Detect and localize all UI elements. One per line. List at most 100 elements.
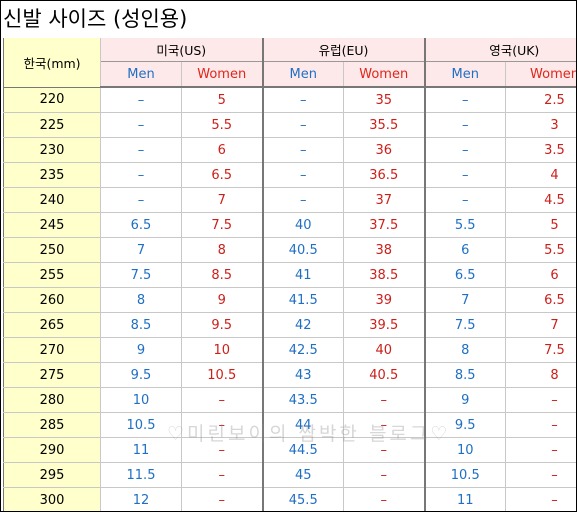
uk-women-header: Women: [505, 61, 576, 88]
cell-uk-men: –: [424, 137, 506, 163]
cell-korea: 270: [3, 337, 101, 363]
cell-uk-men: 7.5: [424, 312, 506, 338]
cell-us-women: 9.5: [181, 312, 264, 338]
cell-us-men: –: [100, 112, 182, 138]
cell-eu-men: 42: [262, 312, 344, 338]
cell-eu-men: 45.5: [262, 487, 344, 511]
size-table: 한국(mm) 미국(US) 유럽(EU) 영국(UK) Men Women Me…: [3, 38, 576, 511]
cell-eu-women: 39: [343, 287, 426, 313]
cell-us-men: 11.5: [100, 462, 182, 488]
cell-korea: 235: [3, 162, 101, 188]
cell-eu-men: –: [262, 137, 344, 163]
cell-korea: 280: [3, 387, 101, 413]
cell-eu-men: 40.5: [262, 237, 344, 263]
us-men-header: Men: [100, 61, 182, 88]
cell-korea: 250: [3, 237, 101, 263]
page-title: 신발 사이즈 (성인용): [3, 7, 188, 31]
cell-us-women: 9: [181, 287, 264, 313]
group-header-uk: 영국(UK): [424, 38, 576, 62]
cell-us-men: –: [100, 137, 182, 163]
cell-korea: 245: [3, 212, 101, 238]
cell-korea: 265: [3, 312, 101, 338]
cell-korea: 295: [3, 462, 101, 488]
cell-eu-women: –: [343, 462, 426, 488]
cell-uk-men: –: [424, 87, 506, 113]
eu-women-header: Women: [343, 61, 426, 88]
cell-uk-men: –: [424, 112, 506, 138]
group-header-eu: 유럽(EU): [262, 38, 426, 62]
cell-korea: 290: [3, 437, 101, 463]
table-row: 225–5.5–35.5–3: [3, 112, 576, 138]
cell-eu-men: 45: [262, 462, 344, 488]
cell-eu-women: 37: [343, 187, 426, 213]
table-row: 250 7 8 40.5 38 6 5.5: [3, 237, 576, 263]
cell-korea: 225: [3, 112, 101, 138]
cell-us-women: 6.5: [181, 162, 264, 188]
cell-uk-women: 4.5: [505, 187, 576, 213]
cell-us-men: –: [100, 187, 182, 213]
table-row: 230–6–36–3.5: [3, 137, 576, 163]
cell-uk-women: –: [505, 487, 576, 511]
cell-uk-men: 9.5: [424, 412, 506, 438]
cell-us-men: 6.5: [100, 212, 182, 238]
cell-us-women: –: [181, 437, 264, 463]
cell-eu-women: 40.5: [343, 362, 426, 388]
cell-korea: 260: [3, 287, 101, 313]
table-row: 255 7.5 8.5 41 38.5 6.5 6: [3, 262, 576, 288]
cell-us-women: 7.5: [181, 212, 264, 238]
cell-korea: 240: [3, 187, 101, 213]
cell-eu-men: 42.5: [262, 337, 344, 363]
size-table-body: 220–5–35–2.5 225–5.5–35.5–3 230–6–36–3.5 23…: [3, 87, 576, 511]
cell-us-men: 7.5: [100, 262, 182, 288]
cell-eu-men: 41.5: [262, 287, 344, 313]
cell-us-women: 10.5: [181, 362, 264, 388]
cell-us-men: –: [100, 162, 182, 188]
cell-korea: 275: [3, 362, 101, 388]
cell-uk-men: 7: [424, 287, 506, 313]
cell-us-women: 6: [181, 137, 264, 163]
cell-eu-men: –: [262, 87, 344, 113]
cell-uk-women: –: [505, 437, 576, 463]
cell-eu-men: 41: [262, 262, 344, 288]
cell-us-men: 10: [100, 387, 182, 413]
cell-us-women: –: [181, 462, 264, 488]
uk-men-header: Men: [424, 61, 506, 88]
cell-uk-men: –: [424, 162, 506, 188]
cell-eu-women: 36: [343, 137, 426, 163]
cell-us-women: –: [181, 412, 264, 438]
cell-uk-women: 5.5: [505, 237, 576, 263]
cell-eu-women: 38: [343, 237, 426, 263]
cell-uk-women: 7: [505, 312, 576, 338]
group-header-row: 한국(mm) 미국(US) 유럽(EU) 영국(UK): [3, 38, 576, 88]
cell-eu-women: 39.5: [343, 312, 426, 338]
cell-uk-men: 10.5: [424, 462, 506, 488]
cell-us-men: 9.5: [100, 362, 182, 388]
table-row: 260 8 9 41.5 39 7 6.5: [3, 287, 576, 313]
cell-us-men: 11: [100, 437, 182, 463]
cell-korea: 255: [3, 262, 101, 288]
cell-eu-men: 44: [262, 412, 344, 438]
cell-eu-men: –: [262, 112, 344, 138]
cell-uk-women: 7.5: [505, 337, 576, 363]
table-row: 265 8.5 9.5 42 39.5 7.5 7: [3, 312, 576, 338]
cell-uk-women: 8: [505, 362, 576, 388]
cell-uk-women: 4: [505, 162, 576, 188]
table-row: 290 11–44.5–10–: [3, 437, 576, 463]
cell-us-men: 9: [100, 337, 182, 363]
cell-eu-women: –: [343, 437, 426, 463]
cell-us-men: 8: [100, 287, 182, 313]
cell-uk-women: 6: [505, 262, 576, 288]
table-row: 285 10.5–44–9.5–: [3, 412, 576, 438]
cell-us-men: 7: [100, 237, 182, 263]
cell-us-women: 10: [181, 337, 264, 363]
cell-eu-women: 40: [343, 337, 426, 363]
cell-eu-men: –: [262, 187, 344, 213]
cell-eu-women: 38.5: [343, 262, 426, 288]
cell-uk-women: –: [505, 387, 576, 413]
cell-korea: 300: [3, 487, 101, 511]
table-row: 220–5–35–2.5: [3, 87, 576, 113]
eu-men-header: Men: [262, 61, 344, 88]
table-row: 300 12–45.5–11–: [3, 487, 576, 511]
cell-uk-women: 3: [505, 112, 576, 138]
